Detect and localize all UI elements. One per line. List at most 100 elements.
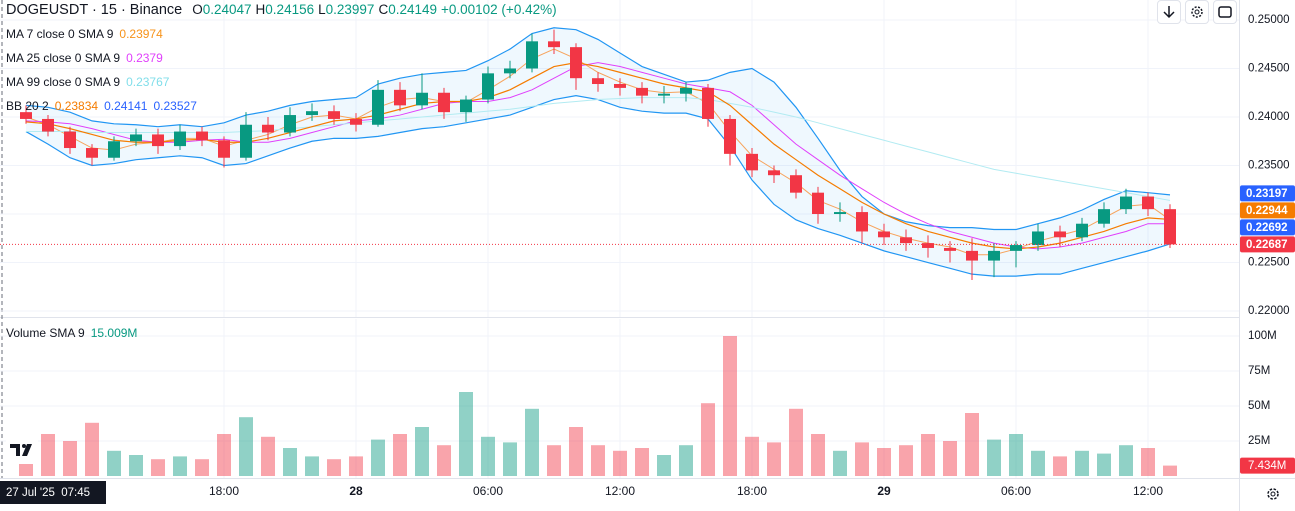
volume-bar: [591, 445, 605, 476]
indicator-value: 0.23834: [54, 99, 99, 113]
volume-bar: [1031, 450, 1045, 476]
price-tag: [1240, 236, 1295, 253]
indicator-legend: MA 99 close 0 SMA 9 0.23767: [6, 74, 175, 90]
candle-body: [372, 89, 384, 125]
candle-body: [1142, 196, 1154, 210]
scroll-button[interactable]: [1157, 0, 1181, 24]
candle-body: [460, 99, 472, 113]
price-tag: [1240, 202, 1295, 219]
icon: [1218, 6, 1232, 18]
indicator-value: 0.2379: [126, 51, 163, 65]
candle-body: [20, 112, 32, 119]
price-tag: [1240, 185, 1295, 202]
indicator-value: 0.23974: [119, 27, 163, 41]
volume-bar: [437, 445, 451, 476]
candle-body: [284, 115, 296, 133]
candle-body: [1164, 209, 1176, 245]
ma-line: [26, 97, 1171, 201]
volume-bar: [899, 445, 913, 476]
candle-body: [1054, 231, 1066, 238]
candle-body: [438, 92, 450, 113]
volume-bar: [767, 442, 781, 476]
y-tick-label: 0.24000: [1248, 111, 1290, 123]
volume-bar: [547, 445, 561, 476]
ohlc-value: 0.23997: [325, 2, 375, 17]
maximize-button[interactable]: [1213, 0, 1237, 24]
candle-body: [900, 237, 912, 244]
volume-bar: [415, 427, 429, 476]
candle-body: [174, 131, 186, 147]
volume-bar: [679, 445, 693, 476]
candle-body: [504, 68, 516, 74]
x-tick-label: 18:00: [737, 484, 767, 498]
candle-body: [1032, 231, 1044, 246]
price-tag-label: 0.23197: [1246, 188, 1288, 200]
volume-bar: [151, 459, 165, 476]
candle-body: [152, 134, 164, 147]
indicator-name: BB 20 2: [6, 99, 49, 113]
header-row: DOGEUSDT · 15 · Binance O0.24047 H0.24156 L…: [6, 2, 563, 18]
x-tick-label: 12:00: [605, 484, 635, 498]
candle-body: [1120, 196, 1132, 210]
volume-bar: [261, 436, 275, 476]
candle-body: [724, 118, 736, 154]
volume-bar: [921, 434, 935, 476]
price-tag: [1240, 219, 1295, 236]
candle-body: [790, 175, 802, 193]
icon: [1267, 488, 1279, 500]
volume-bar: [701, 403, 715, 476]
crosshair-box: [0, 481, 106, 504]
volume-tag: [1240, 457, 1295, 474]
volume-bar: [569, 427, 583, 476]
volume-bar: [41, 434, 55, 476]
y-tick-label: 75M: [1248, 365, 1270, 377]
candle-body: [878, 231, 890, 238]
candle-body: [262, 124, 274, 133]
candle-body: [108, 141, 120, 158]
volume-bar: [987, 439, 1001, 476]
volume-bar: [1141, 448, 1155, 476]
volume-bar: [1053, 456, 1067, 476]
volume-bar: [855, 442, 869, 476]
volume-bar: [965, 413, 979, 476]
price-tag-label: 0.22687: [1246, 239, 1288, 251]
grid: [0, 0, 1239, 478]
x-tick-label: 18:00: [209, 484, 239, 498]
candle-body: [570, 47, 582, 79]
volume-bar: [877, 448, 891, 476]
y-tick-label: 50M: [1248, 400, 1270, 412]
y-tick-label: 0.23500: [1248, 160, 1290, 172]
ohlc-value: 0.24156: [265, 2, 315, 17]
candle-body: [768, 170, 780, 176]
volume-bar: [239, 417, 253, 476]
volume-bar: [723, 336, 737, 476]
volume-bar: [811, 434, 825, 476]
icon: [1163, 6, 1175, 19]
indicator-value: 0.23767: [126, 75, 170, 89]
settings-button[interactable]: [1185, 0, 1209, 24]
volume-bar: [1075, 450, 1089, 476]
candle-body: [196, 131, 208, 141]
indicator-value: 15.009M: [90, 326, 138, 340]
volume-legend: Volume SMA 9 15.009M: [6, 325, 143, 341]
price-tag-label: 0.22944: [1246, 205, 1288, 217]
candle-body: [218, 140, 230, 158]
volume-bar: [657, 455, 671, 476]
bb-fill: [26, 27, 1170, 277]
x-tick-label: 06:00: [473, 484, 503, 498]
indicator-name: Volume SMA 9: [6, 326, 85, 340]
settings-button[interactable]: [1262, 483, 1284, 505]
candle-body: [812, 192, 824, 215]
volume-bar: [349, 456, 363, 476]
candle-body: [614, 84, 626, 88]
y-tick-label: 25M: [1248, 435, 1270, 447]
y-tick-label: 0.22000: [1248, 305, 1290, 317]
indicator-name: MA 25 close 0 SMA 9: [6, 51, 121, 65]
icon: [1191, 6, 1203, 18]
candle-body: [988, 250, 1000, 261]
ohlc-item: C0.24149: [378, 2, 437, 17]
volume-bar: [833, 450, 847, 476]
ohlc-key: O: [192, 2, 203, 17]
